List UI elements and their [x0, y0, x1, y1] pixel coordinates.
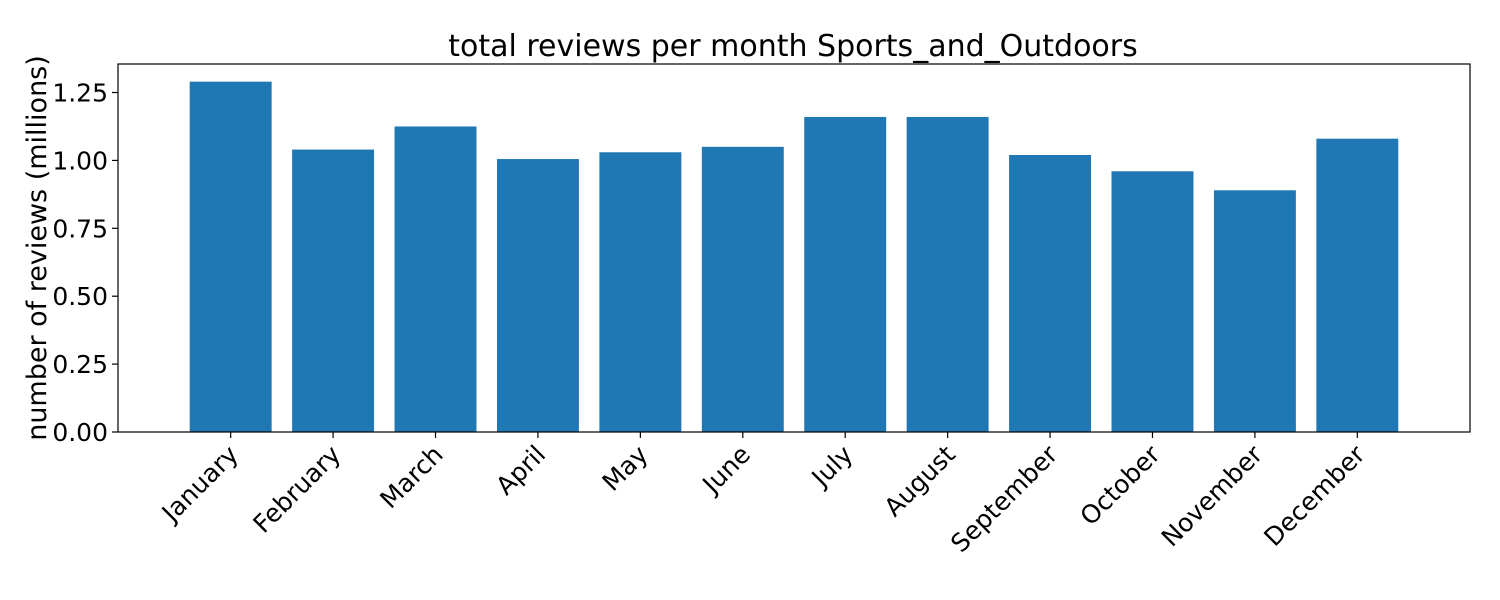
- x-tick-label: September: [945, 439, 1064, 558]
- y-tick-label: 0.25: [52, 350, 108, 379]
- bar-march: [394, 126, 477, 433]
- bar-may: [599, 152, 682, 432]
- x-tick-label: February: [247, 440, 346, 539]
- y-tick-label: 0.50: [52, 282, 108, 311]
- y-tick-label: 0.00: [52, 418, 108, 447]
- bar-september: [1009, 154, 1092, 432]
- chart-title: total reviews per month Sports_and_Outdo…: [448, 29, 1138, 64]
- bar-june: [701, 146, 784, 432]
- x-tick-label: August: [879, 440, 962, 523]
- y-axis-label: number of reviews (millions): [22, 55, 53, 441]
- y-axis-ticks: 0.00 0.25 0.50 0.75 1.00 1.25: [52, 79, 118, 447]
- bar-november: [1213, 190, 1296, 432]
- y-tick-label: 1.00: [52, 146, 108, 175]
- x-tick-label: December: [1258, 439, 1371, 552]
- bar-july: [804, 116, 887, 432]
- bars: [189, 81, 1399, 433]
- bar-december: [1316, 138, 1399, 432]
- bar-august: [906, 116, 989, 432]
- x-tick-label: March: [374, 440, 448, 514]
- x-tick-label: June: [696, 440, 756, 500]
- y-tick-label: 1.25: [52, 79, 108, 108]
- plot-frame: [117, 63, 1471, 433]
- x-tick-label: November: [1156, 439, 1269, 552]
- x-tick-label: May: [597, 440, 654, 497]
- bar-october: [1111, 171, 1194, 433]
- x-tick-label: October: [1074, 439, 1166, 531]
- bar-april: [496, 159, 579, 432]
- bar-february: [292, 149, 375, 433]
- x-tick-label: July: [805, 440, 859, 494]
- x-tick-label: April: [490, 440, 551, 501]
- y-tick-label: 0.75: [52, 214, 108, 243]
- bar-january: [189, 81, 272, 432]
- x-axis-ticks: January February March April May June July Augu…: [155, 432, 1371, 558]
- x-tick-label: January: [155, 440, 244, 529]
